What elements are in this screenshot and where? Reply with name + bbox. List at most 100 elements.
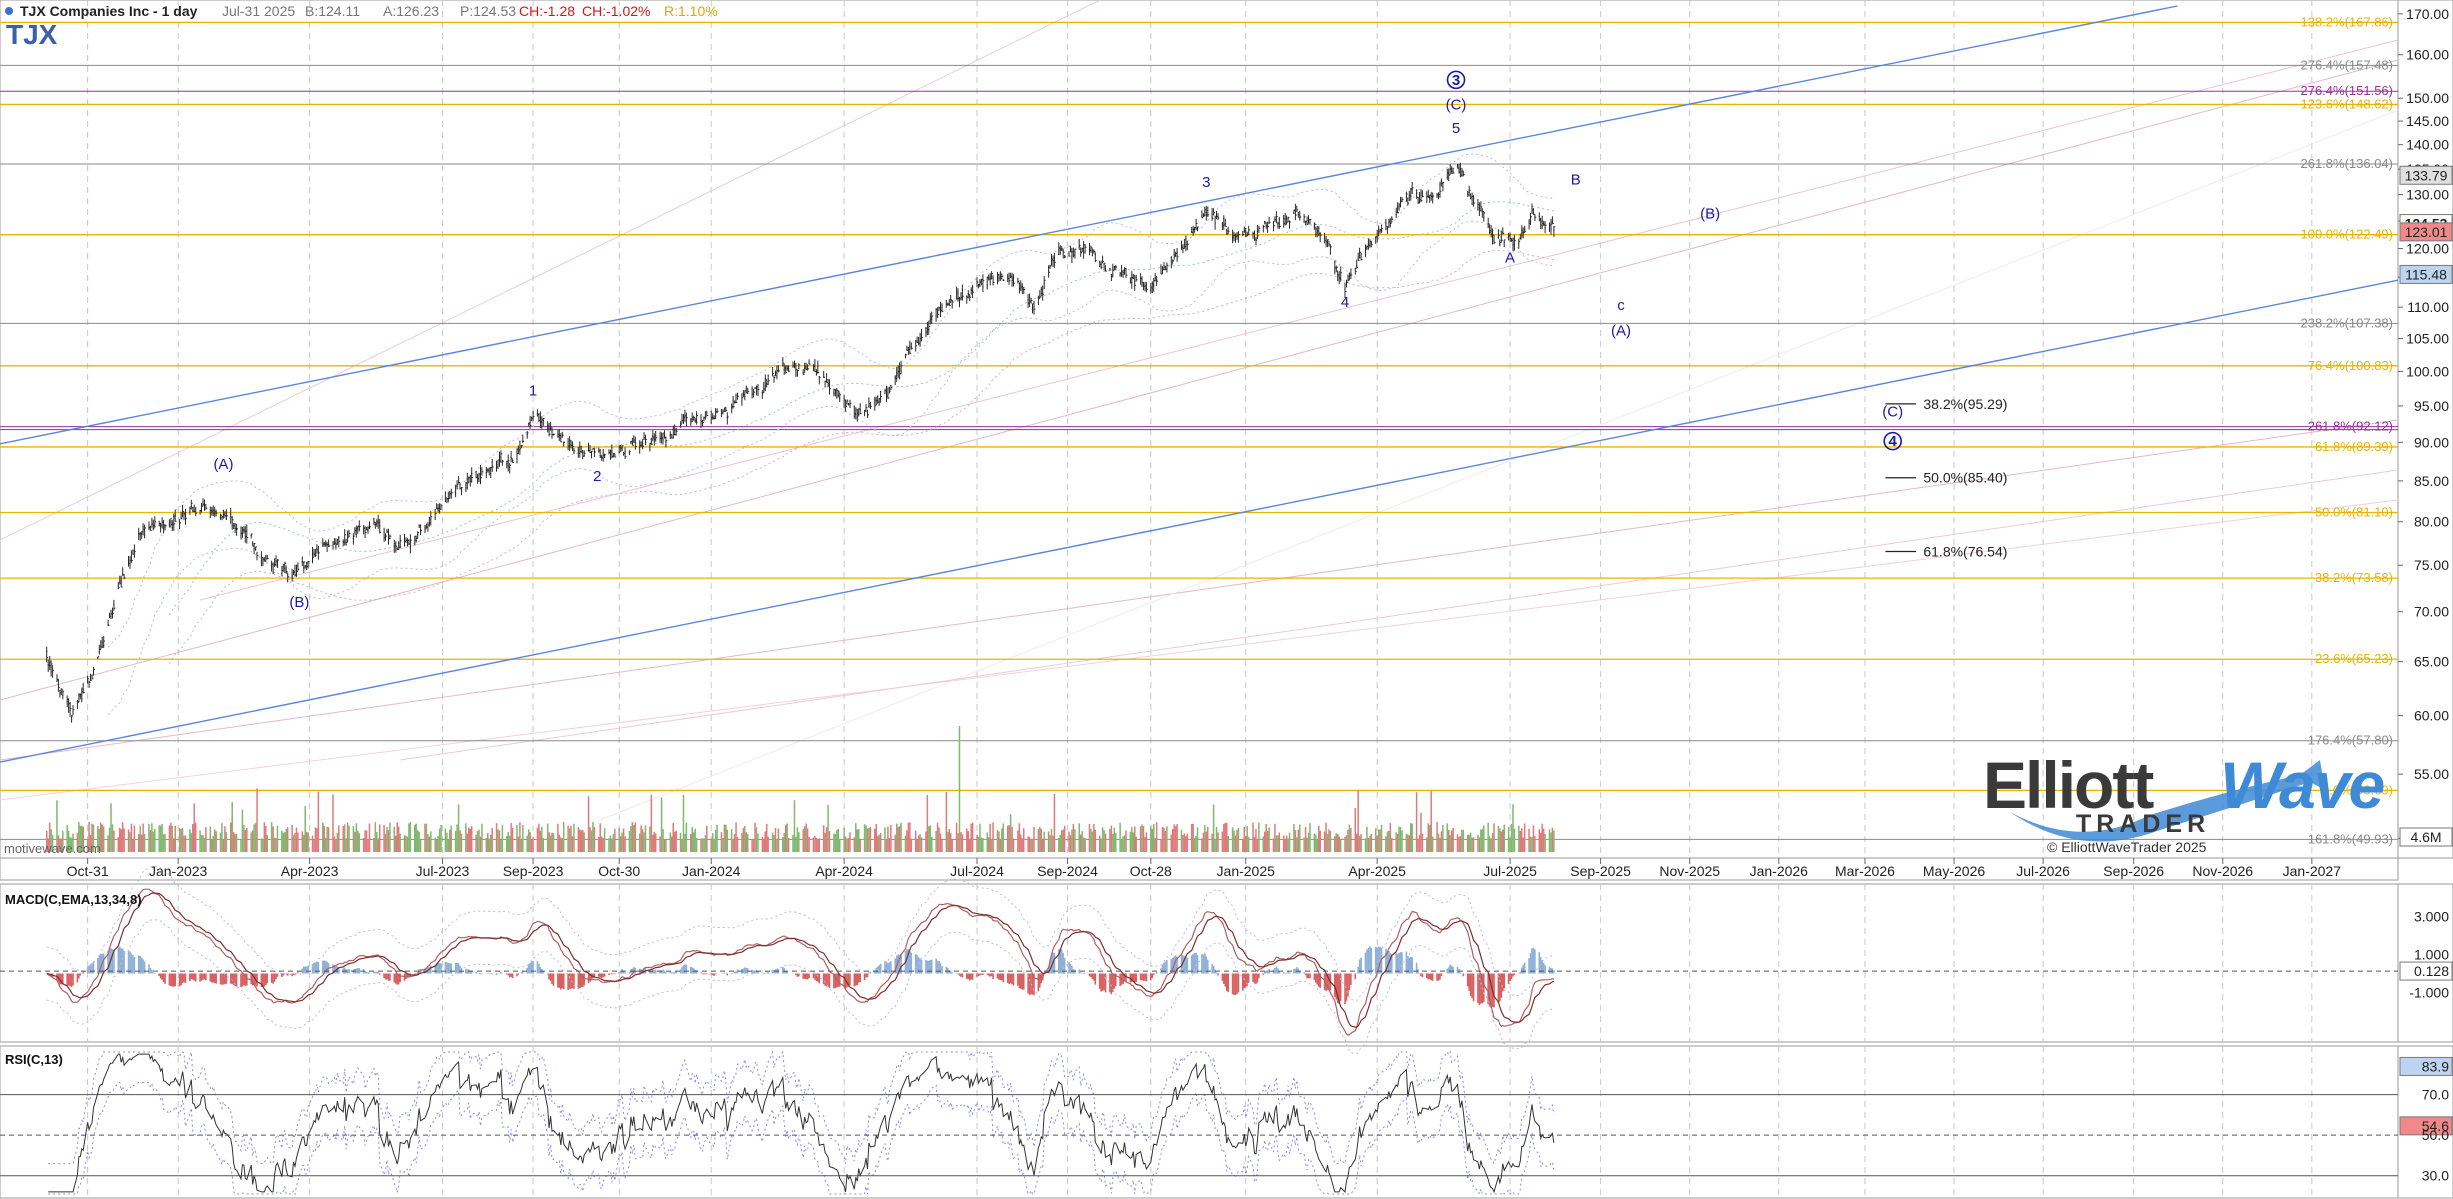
rsi-panel-frame[interactable] (0, 1045, 2399, 1199)
y-tick-label: 145.00 (2406, 113, 2449, 129)
fan-line (0, 0, 1101, 541)
wave-labels: (A) (B) 1 2 3 4 5 (C) 3 A B (B) c (A) (C) 4 (213, 70, 1903, 611)
rsi-band-lower (48, 1081, 1555, 1196)
wave-label: (C) (1446, 97, 1467, 114)
fib-level-label: 76.4%(100.83) (2308, 358, 2393, 373)
header-change: CH:-1.28 (519, 3, 575, 19)
price-panel-frame[interactable] (0, 0, 2399, 859)
site-watermark: motivewave.com (4, 841, 101, 856)
price-badge (2399, 222, 2453, 242)
macd-title: MACD(C,EMA,13,34,8) (5, 892, 142, 907)
x-tick-label: May-2026 (1923, 863, 1985, 879)
price-badge-label: 115.48 (2405, 266, 2447, 282)
wave-label: 2 (593, 468, 601, 485)
x-tick-label: Apr-2025 (1348, 863, 1406, 879)
fib-level-label: 276.4%(151.56) (2300, 83, 2393, 98)
y-tick-label: 85.00 (2414, 473, 2449, 489)
header-change-pct: CH:-1.02% (582, 3, 650, 19)
wave-label: A (1505, 250, 1515, 267)
wave-label: 4 (1341, 294, 1349, 311)
wave-label-circle (1446, 70, 1466, 90)
macd-value-badge (2399, 961, 2453, 981)
logo-copyright: © ElliottWaveTrader 2025 (2047, 839, 2207, 855)
price-badge (2399, 165, 2453, 185)
wave-label: B (1571, 171, 1581, 188)
header-range: R:1.10% (664, 3, 718, 19)
rsi-tick-label: 83.9 (2422, 1058, 2449, 1074)
logo-trader: TRADER (2076, 810, 2210, 838)
time-axis-strip[interactable] (0, 857, 2399, 881)
wave-label: (B) (1700, 205, 1720, 222)
trend-channel (0, 5, 2399, 763)
channel-lower-line (0, 279, 2399, 763)
rsi-tick-label: 50.0 (2422, 1127, 2449, 1143)
price-axis-strip[interactable] (2397, 0, 2453, 859)
y-tick-label: 120.00 (2406, 241, 2449, 257)
x-tick-label: Jul-2026 (2016, 863, 2070, 879)
wave-label: (A) (1611, 322, 1631, 339)
macd-tick-label: 0.128 (2414, 963, 2449, 979)
projection-levels: 38.2%(95.29) 50.0%(85.40) 61.8%(76.54) (1885, 396, 2007, 560)
x-tick-label: Jul-2025 (1483, 863, 1537, 879)
y-tick-label: 55.00 (2414, 766, 2449, 782)
price-candle-bodies (46, 165, 1556, 719)
y-tick-label: 130.00 (2406, 187, 2449, 203)
moving-average-line (107, 153, 1555, 648)
fib-level-label: 276.4%(157.48) (2300, 57, 2393, 72)
vertical-grid (87, 0, 2313, 1198)
macd-panel-frame[interactable] (0, 883, 2399, 1043)
x-tick-label: Nov-2025 (1659, 863, 1720, 879)
symbol-dot-icon (5, 7, 13, 15)
y-tick-label: 65.00 (2414, 654, 2449, 670)
volume-bars (45, 726, 1555, 852)
price-badge-label: 133.79 (2405, 167, 2448, 183)
fib-level-label: 238.2%(107.38) (2300, 315, 2393, 330)
wave-label: (C) (1882, 404, 1903, 421)
projection-level-label: 38.2%(95.29) (1923, 396, 2007, 412)
volume-badge (2399, 827, 2453, 847)
x-tick-label: Sep-2024 (1037, 863, 1098, 879)
wave-label: (A) (213, 456, 233, 473)
x-tick-label: Jul-2024 (950, 863, 1004, 879)
macd-tick-label: 1.000 (2414, 947, 2449, 963)
price-badge (2399, 264, 2453, 284)
y-tick-label: 75.00 (2414, 557, 2449, 573)
fan-line (0, 59, 2399, 701)
y-tick-label: 160.00 (2406, 47, 2449, 63)
fib-level-label: 0.0%(53.69) (2322, 782, 2393, 797)
rsi-value-badge (2399, 1116, 2453, 1136)
x-tick-label: Jul-2023 (416, 863, 470, 879)
header-ask: A:126.23 (383, 3, 439, 19)
header-bid: B:124.11 (305, 3, 360, 19)
fan-line (0, 499, 2399, 801)
chart-title: TJX Companies Inc - 1 day (20, 3, 198, 19)
fib-level-label: 176.4%(57.80) (2308, 733, 2393, 748)
header-date: Jul-31 2025 (222, 3, 295, 19)
rsi-tick-label: 30.0 (2422, 1168, 2449, 1184)
fib-level-label: 261.8%(136.04) (2300, 156, 2393, 171)
moving-average-line (107, 220, 1555, 715)
fib-level-label: 138.2%(167.86) (2300, 14, 2393, 29)
wave-label: 5 (1452, 120, 1460, 137)
fib-levels: 138.2%(167.86) 276.4%(157.48) 276.4%(151.5… (0, 14, 2398, 846)
fib-level-label: 61.8%(89.39) (2315, 439, 2393, 454)
channel-upper-line (0, 5, 2178, 445)
x-tick-label: Sep-2025 (1570, 863, 1631, 879)
wave-label: 3 (1202, 174, 1210, 191)
wave-label: 4 (1889, 433, 1898, 450)
moving-averages (107, 153, 1555, 715)
fan-line (399, 469, 2399, 761)
fib-level-label: 38.2%(73.58) (2315, 570, 2393, 585)
x-tick-label: Jan-2023 (149, 863, 208, 879)
wave-label: (B) (289, 594, 309, 611)
projection-level-label: 50.0%(85.40) (1923, 470, 2007, 486)
y-tick-label: 110.00 (2407, 299, 2449, 315)
x-tick-label: Sep-2023 (503, 863, 564, 879)
logo-wave: Wave (2220, 748, 2384, 822)
fib-level-label: 261.8%(92.12) (2308, 419, 2393, 434)
rsi-max-badge (2399, 1056, 2453, 1076)
rsi-title: RSI(C,13) (5, 1052, 63, 1067)
header-price: P:124.53 (460, 3, 516, 19)
